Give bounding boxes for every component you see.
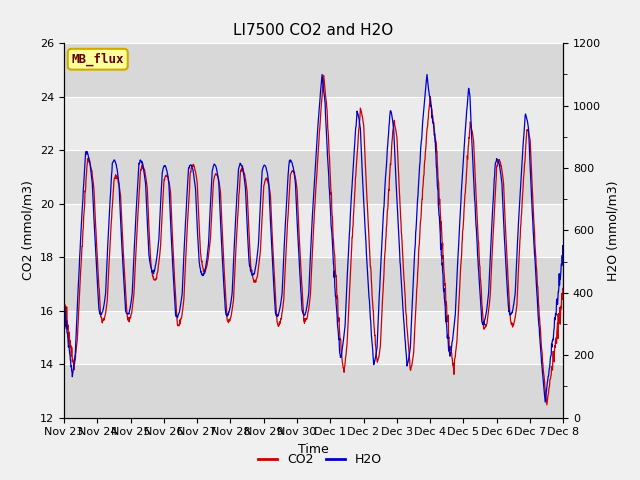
Bar — [64, 150, 563, 204]
Bar — [64, 364, 563, 418]
Bar — [64, 311, 563, 364]
Bar — [64, 204, 563, 257]
Y-axis label: CO2 (mmol/m3): CO2 (mmol/m3) — [22, 180, 35, 280]
X-axis label: Time: Time — [298, 443, 329, 456]
Text: MB_flux: MB_flux — [72, 53, 124, 66]
Legend: CO2, H2O: CO2, H2O — [253, 448, 387, 471]
Bar — [64, 43, 563, 96]
Y-axis label: H2O (mmol/m3): H2O (mmol/m3) — [607, 180, 620, 281]
Title: LI7500 CO2 and H2O: LI7500 CO2 and H2O — [234, 23, 394, 38]
Bar — [64, 96, 563, 150]
Bar — [64, 257, 563, 311]
